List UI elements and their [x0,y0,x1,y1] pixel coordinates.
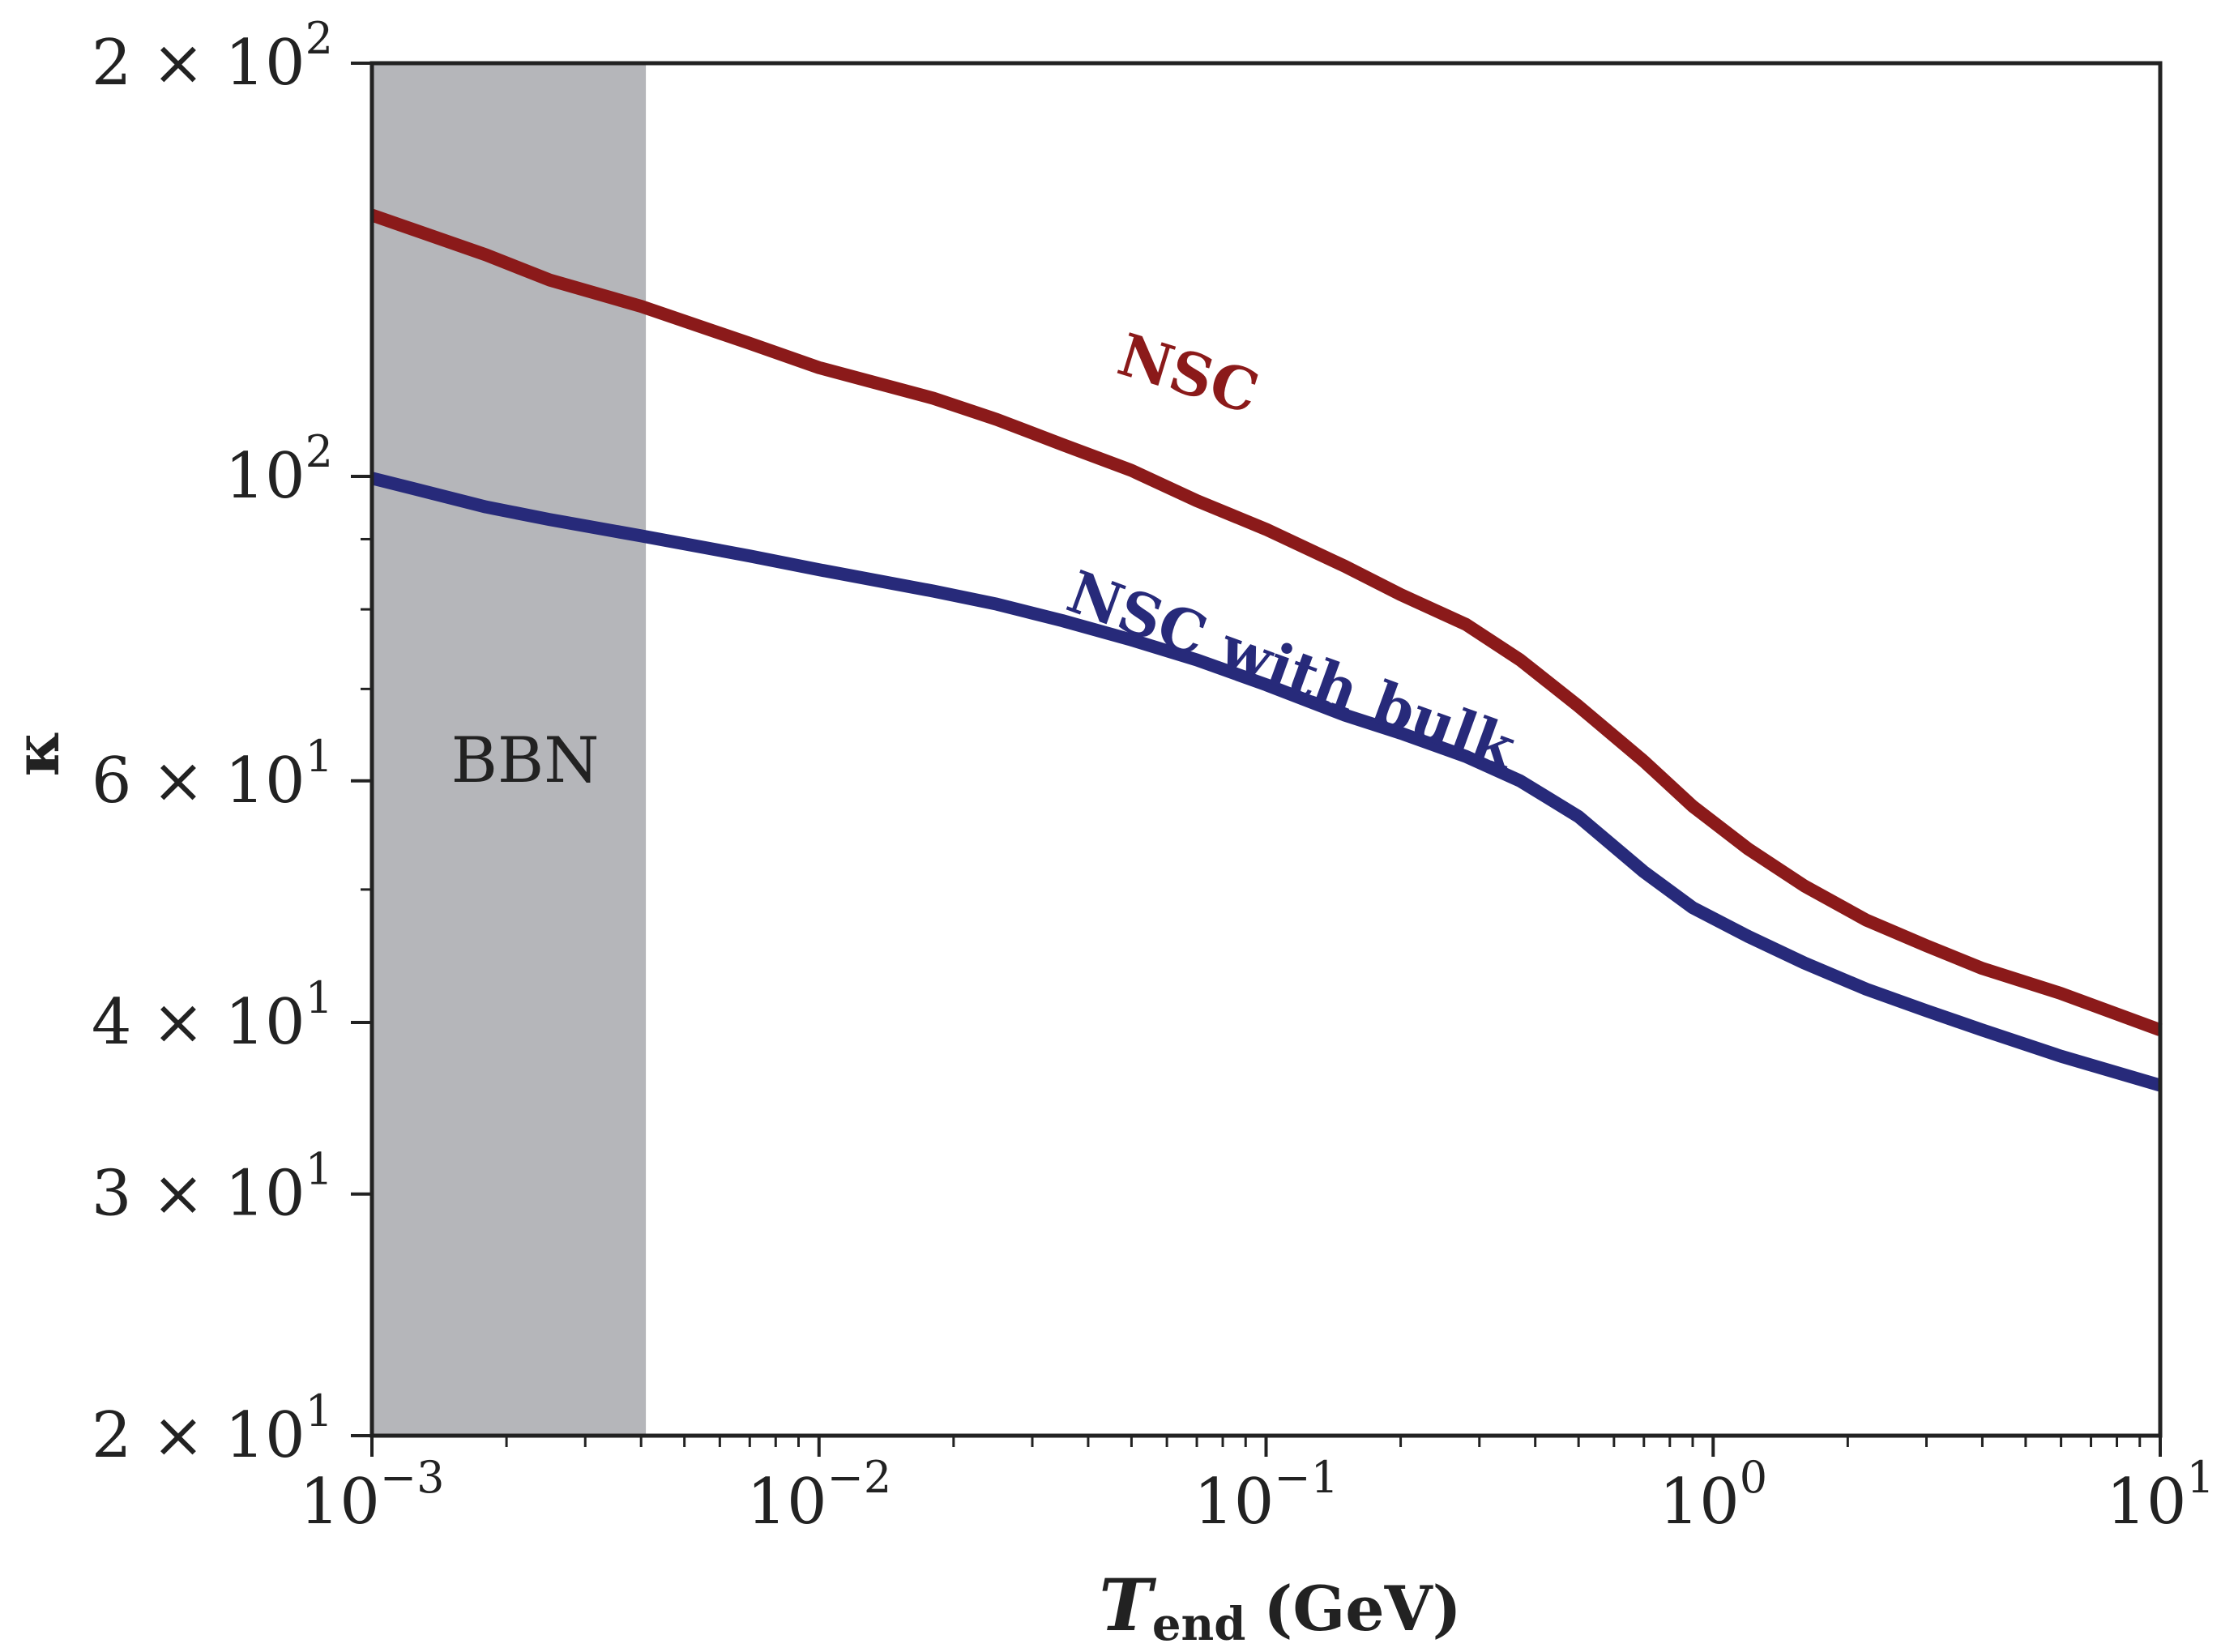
y-axis-title: κ [1,731,73,777]
series-line-0 [369,208,2163,1036]
x-tick-label-1: 10−2 [746,1452,891,1539]
y-tick-label-4: 102 [224,426,333,513]
y-tick-label-1: 3 × 101 [92,1144,333,1231]
y-tick-label-3: 6 × 101 [92,731,333,817]
x-axis: 10−3 10−2 10−1 100 101 [300,1436,2215,1539]
y-tick-label-2: 4 × 101 [92,972,333,1059]
x-axis-title-symbol: T [1099,1563,1156,1647]
y-tick-label-0: 2 × 101 [92,1385,333,1472]
x-axis-title: Tend (GeV) [1099,1563,1461,1651]
x-tick-label-3: 100 [1659,1452,1767,1539]
x-tick-label-0: 10−3 [300,1452,445,1539]
x-tick-label-2: 10−1 [1194,1452,1339,1539]
x-axis-title-subscript: end [1152,1598,1246,1651]
x-axis-title-unit: (GeV) [1263,1573,1461,1645]
bbn-label: BBN [451,724,600,797]
x-tick-label-4: 101 [2106,1452,2215,1539]
y-tick-label-5: 2 × 102 [92,13,333,100]
series-line-1 [370,472,2163,1092]
svg-text:Tend(GeV): Tend (GeV) [1099,1563,1461,1651]
svg-text:κ: κ [1,731,73,777]
y-axis: 2 × 101 3 × 101 4 × 101 6 × 101 102 2 × 102 [92,13,372,1472]
